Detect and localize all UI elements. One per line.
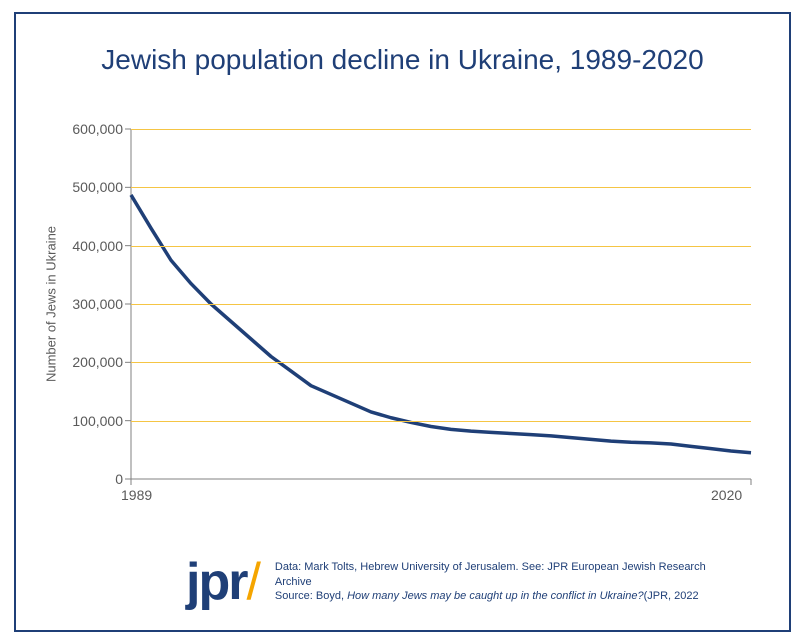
- y-tick-label: 600,000: [43, 121, 123, 137]
- y-tick-label: 300,000: [43, 296, 123, 312]
- gridline: [131, 187, 751, 188]
- y-tick-label: 0: [43, 471, 123, 487]
- gridline: [131, 362, 751, 363]
- x-tick-label: 2020: [711, 487, 742, 503]
- gridline: [131, 304, 751, 305]
- gridline: [131, 129, 751, 130]
- y-tick-label: 400,000: [43, 238, 123, 254]
- gridline: [131, 246, 751, 247]
- footer-block: jpr/ Data: Mark Tolts, Hebrew University…: [186, 556, 715, 608]
- y-tick-label: 100,000: [43, 413, 123, 429]
- y-tick-label: 200,000: [43, 354, 123, 370]
- plot-area: Number of Jews in Ukraine 0100,000200,00…: [131, 129, 751, 479]
- chart-frame: Jewish population decline in Ukraine, 19…: [14, 12, 791, 632]
- logo-slash-icon: /: [246, 553, 260, 611]
- x-tick-label: 1989: [121, 487, 152, 503]
- chart-title: Jewish population decline in Ukraine, 19…: [16, 44, 789, 76]
- data-line: [131, 195, 751, 453]
- source-line-1: Data: Mark Tolts, Hebrew University of J…: [275, 560, 715, 590]
- gridline: [131, 421, 751, 422]
- logo-text: jpr: [186, 553, 246, 611]
- y-tick-label: 500,000: [43, 179, 123, 195]
- source-line-2: Source: Boyd, How many Jews may be caugh…: [275, 589, 715, 604]
- jpr-logo: jpr/: [186, 556, 261, 608]
- source-text: Data: Mark Tolts, Hebrew University of J…: [275, 560, 715, 605]
